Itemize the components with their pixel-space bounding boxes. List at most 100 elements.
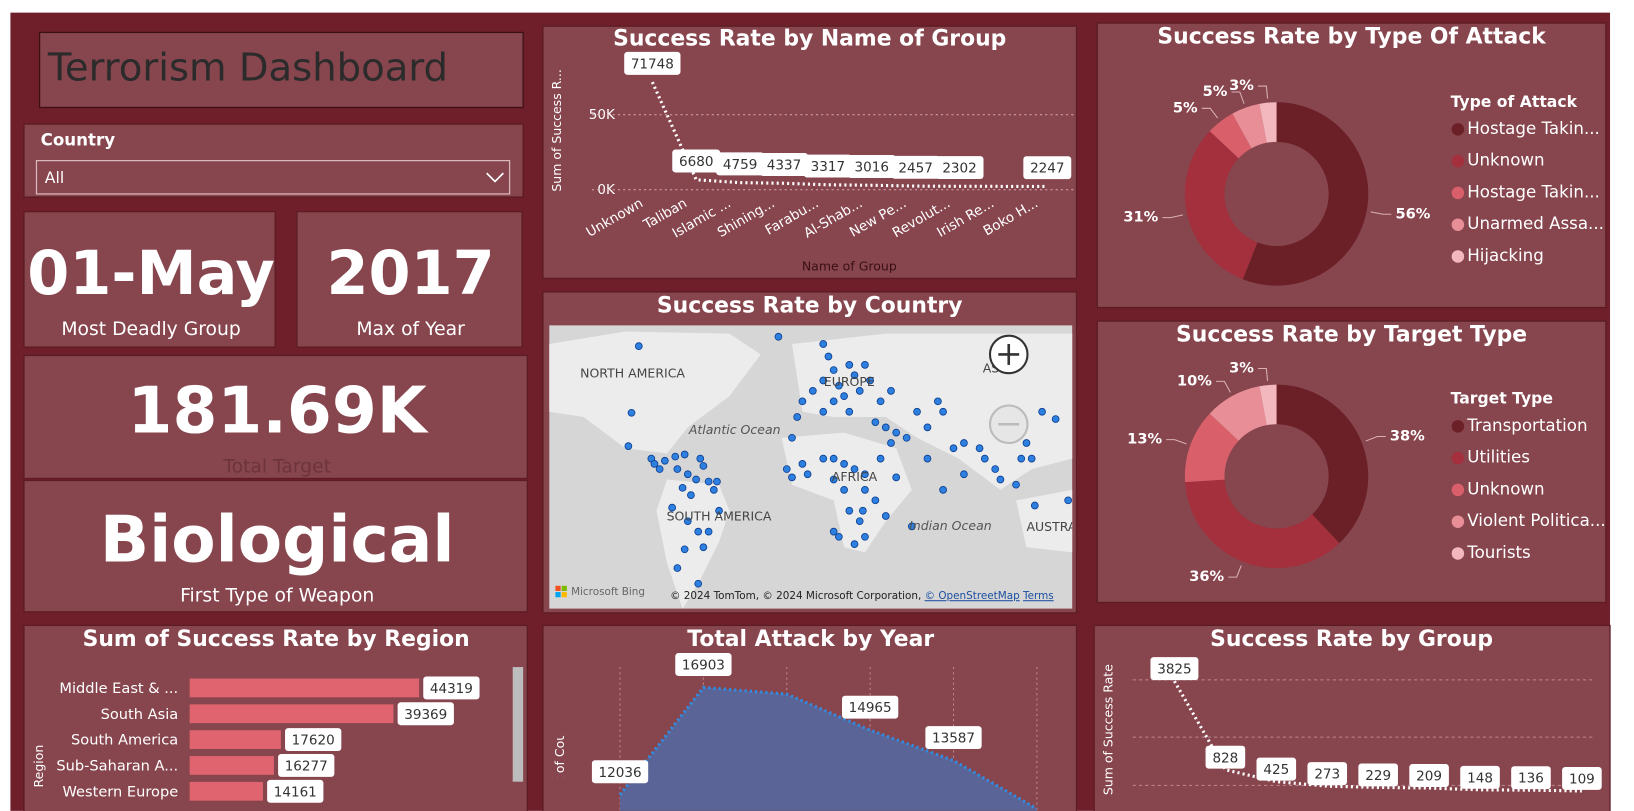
y-axis-label: Sum of Success R... (549, 69, 564, 191)
scrollbar[interactable] (512, 667, 524, 782)
map-point (680, 545, 689, 554)
map-attribution: © 2024 TomTom, © 2024 Microsoft Corporat… (670, 590, 1054, 602)
y-tick-label: 0K (597, 182, 616, 198)
map-point (861, 486, 869, 494)
map-point (835, 381, 843, 390)
legend-label: Tourists (1466, 543, 1530, 562)
map-point (887, 439, 895, 447)
map-point (829, 366, 838, 374)
bar (189, 678, 420, 698)
kpi-label: First Type of Weapon (180, 586, 374, 607)
map-point (1022, 439, 1031, 447)
map-point (871, 418, 880, 427)
map-point (939, 486, 947, 494)
donut-slice (1185, 479, 1340, 569)
map-point (980, 454, 989, 463)
data-label: 36% (1189, 568, 1224, 585)
map-point (788, 473, 796, 482)
map-label: EUROPE (824, 374, 875, 389)
y-axis-label: Sum of Success Rate (1100, 664, 1115, 795)
area (620, 687, 1037, 811)
map-point (678, 483, 687, 492)
map-point (876, 397, 885, 406)
y-axis-label: Count of Country (552, 707, 567, 811)
data-label-box (267, 779, 324, 803)
chart-title: Success Rate by Target Type (1176, 323, 1527, 348)
map-point (861, 470, 869, 479)
map-label: AUSTRALIA (1026, 519, 1096, 534)
bar (189, 756, 274, 775)
kpi-card (23, 479, 528, 613)
data-label-box (1511, 766, 1551, 790)
data-label: 31% (1123, 209, 1158, 226)
data-label: 12036 (599, 765, 642, 781)
slicer-dropdown[interactable] (35, 159, 511, 195)
data-label-box (803, 154, 852, 178)
donut-slice (1209, 113, 1252, 159)
kpi-value: 181.69K (128, 373, 430, 448)
legend-label: Utilities (1467, 448, 1530, 467)
data-label: 3% (1229, 77, 1254, 94)
map-point (866, 376, 875, 385)
leader-line (1228, 565, 1242, 578)
data-label-box (842, 695, 899, 719)
leader-line (1216, 380, 1231, 393)
legend-label: Hostage Takin... (1467, 119, 1600, 138)
leader-line (1370, 211, 1392, 215)
plot (618, 667, 1038, 811)
bar (189, 704, 394, 724)
map-point (694, 527, 703, 536)
map-point (975, 444, 984, 453)
map-point (960, 439, 968, 447)
map-point (1038, 407, 1046, 416)
donut-slice (1232, 103, 1267, 149)
map-point (861, 361, 869, 369)
dropdown-chevron (486, 172, 504, 183)
map-point (923, 423, 932, 432)
donut-slice (1242, 102, 1369, 286)
legend-marker (1451, 218, 1465, 231)
donut-slice (1259, 384, 1277, 426)
map-point (683, 517, 692, 526)
data-label-box (1358, 763, 1398, 787)
leader-line (1365, 435, 1386, 442)
data-label: 14965 (849, 700, 892, 716)
kpi-label: Max of Year (356, 319, 465, 340)
y-tick-label: Western Europe (63, 783, 179, 800)
leader-line (1258, 85, 1269, 99)
data-label-box (925, 726, 982, 750)
slicer-label: Country (41, 130, 116, 149)
map-point (1030, 501, 1039, 510)
data-label-box (624, 51, 681, 75)
data-label: 5% (1203, 83, 1228, 100)
data-label-box (1150, 657, 1199, 681)
kpi-card (23, 211, 276, 348)
map-point (907, 522, 916, 531)
data-label-box (278, 753, 335, 777)
map-point (845, 506, 854, 515)
donut-slice (1184, 413, 1239, 483)
slicer-value: All (45, 168, 64, 187)
leader-line (1166, 439, 1187, 445)
map-point (996, 475, 1005, 484)
map-point (840, 486, 848, 494)
data-label: 3016 (855, 160, 889, 176)
data-label: 14161 (274, 784, 317, 800)
leader-line (1258, 367, 1269, 381)
data-label: 39369 (404, 707, 447, 723)
map: NORTH AMERICA EUROPE ASIA Atlantic Ocean… (549, 325, 1096, 609)
legend-marker (1451, 123, 1465, 136)
map-point (655, 465, 664, 473)
leader-line (1162, 214, 1184, 219)
legend-marker (1451, 547, 1465, 560)
map-point (808, 387, 817, 395)
data-label-box (591, 760, 649, 784)
map-point (829, 475, 838, 484)
data-label-box (423, 676, 480, 700)
map-point (850, 540, 859, 548)
data-label: 148 (1467, 770, 1493, 786)
data-label: 17620 (292, 733, 335, 749)
data-label-box (672, 149, 721, 173)
map-point (696, 454, 705, 463)
